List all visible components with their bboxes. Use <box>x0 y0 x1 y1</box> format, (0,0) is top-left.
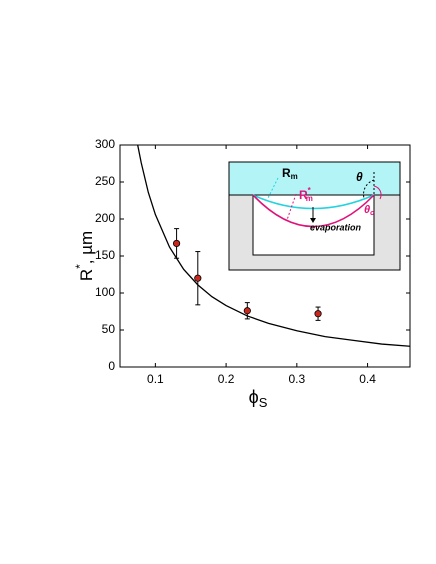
data-point <box>194 274 202 282</box>
inset-label: R* m <box>299 186 313 203</box>
y-tick-label: 250 <box>95 174 115 188</box>
inset-label: θ <box>356 170 363 184</box>
inset-label: Rm <box>282 166 298 181</box>
inset-substrate <box>228 194 401 271</box>
y-tick-label: 50 <box>102 322 116 336</box>
inset-label: evaporation <box>310 222 362 232</box>
y-tick-label: 100 <box>95 285 115 299</box>
y-tick-label: 150 <box>95 248 115 262</box>
x-tick-label: 0.3 <box>288 372 305 386</box>
inset-meniscus <box>252 194 375 210</box>
data-point <box>243 307 251 315</box>
x-axis-label: ϕS <box>249 387 268 411</box>
x-tick-label: 0.4 <box>359 372 376 386</box>
y-axis-label: R*, µm <box>73 231 96 281</box>
inset-label: θo <box>364 204 375 217</box>
x-tick-label: 0.1 <box>147 372 164 386</box>
inset-receded-meniscus <box>252 194 375 228</box>
inset-liquid <box>228 161 401 196</box>
data-point <box>172 239 181 248</box>
y-tick-label: 200 <box>95 211 115 225</box>
y-tick-label: 0 <box>108 359 115 373</box>
data-point <box>314 310 322 318</box>
inset-rstar-line <box>286 193 297 221</box>
inset-angle <box>363 179 375 199</box>
inset-arrowhead <box>310 218 316 223</box>
inset: Rm R* m θ θo evaporation <box>228 161 401 271</box>
fit-curve <box>137 145 410 347</box>
y-tick-label: 300 <box>95 137 115 151</box>
inset-angle-o <box>373 185 382 200</box>
x-tick-label: 0.2 <box>218 372 235 386</box>
